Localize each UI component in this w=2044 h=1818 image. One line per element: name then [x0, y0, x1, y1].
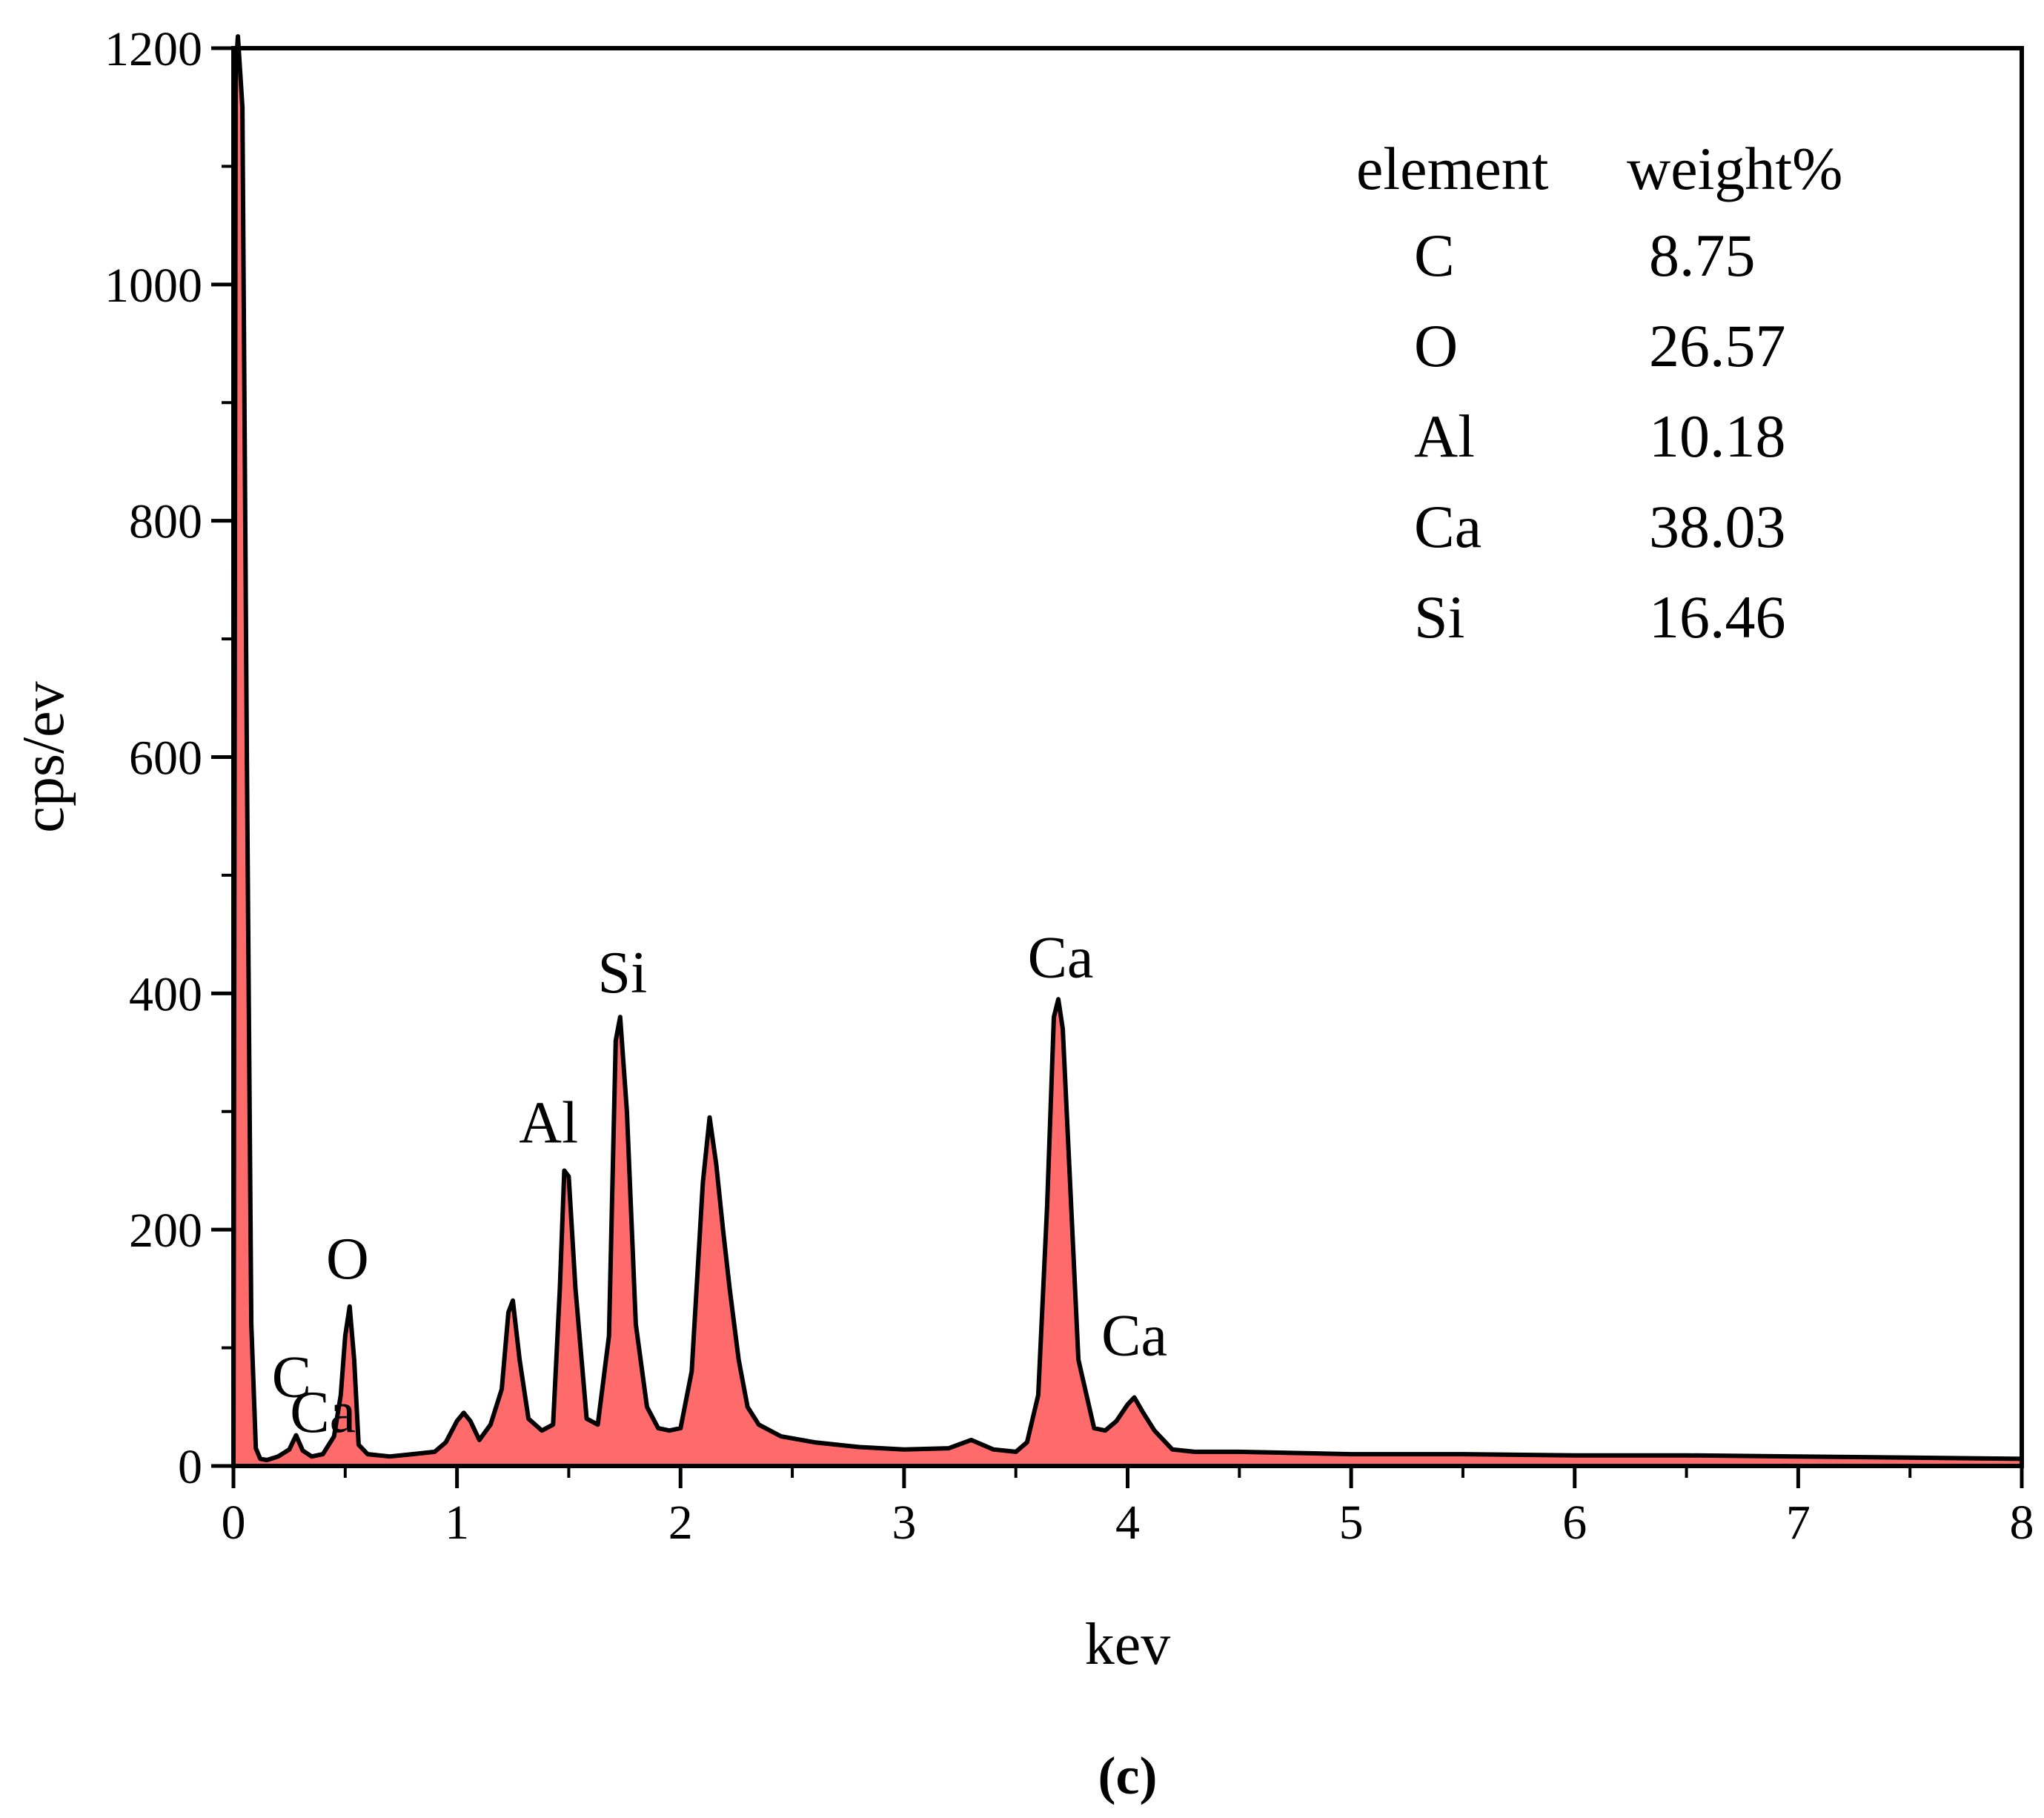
table-weight-cell: 38.03: [1649, 493, 1786, 560]
spectrum-layer: [231, 34, 2023, 1467]
x-tick-label: 2: [668, 1496, 693, 1550]
table-element-cell: C: [1414, 222, 1455, 289]
x-tick-label: 1: [445, 1496, 469, 1550]
peak-label: O: [326, 1227, 369, 1292]
y-tick-label: 0: [178, 1440, 202, 1494]
y-tick-label: 1000: [104, 259, 202, 313]
element-weight-table: element weight% C 8.75 O 26.57 Al 10.18 Ca 38.03 S…: [1356, 135, 1842, 651]
y-tick-label: 200: [129, 1204, 202, 1258]
table-element-cell: Ca: [1414, 493, 1481, 560]
x-tick-label: 0: [222, 1496, 246, 1550]
peak-label: Ca: [290, 1380, 356, 1445]
y-tick-label: 400: [129, 967, 202, 1021]
table-element-cell: Al: [1414, 402, 1475, 470]
y-tick-label: 1200: [104, 22, 202, 76]
table-weight-cell: 10.18: [1649, 402, 1786, 470]
x-tick-label: 5: [1339, 1496, 1364, 1550]
x-axis-title: kev: [1085, 1612, 1171, 1677]
peak-label: C: [272, 1344, 311, 1410]
table-weight-cell: 16.46: [1649, 583, 1786, 651]
figure-caption: (c): [1098, 1746, 1158, 1805]
axis-ticks: [211, 46, 2024, 1488]
x-tick-label: 7: [1786, 1496, 1811, 1550]
spectrum-line: [231, 34, 2023, 1467]
y-tick-label: 600: [129, 731, 202, 786]
table-element-cell: O: [1414, 312, 1458, 379]
table-header-element: element: [1356, 135, 1549, 202]
table-header-weight: weight%: [1627, 135, 1842, 202]
x-tick-label: 6: [1562, 1496, 1587, 1550]
peak-label: Ca: [1028, 925, 1094, 990]
peak-label: Al: [519, 1091, 578, 1156]
peak-label: Si: [597, 940, 647, 1006]
peak-label: Ca: [1101, 1303, 1167, 1368]
x-tick-label: 3: [892, 1496, 916, 1550]
x-tick-label: 8: [2010, 1496, 2034, 1550]
x-tick-label: 4: [1115, 1496, 1140, 1550]
table-weight-cell: 8.75: [1649, 222, 1756, 289]
table-element-cell: Si: [1414, 583, 1464, 651]
table-weight-cell: 26.57: [1649, 312, 1786, 379]
axis-tick-labels: 0 1 2 3 4 5 6 7 8 0 200 400 600 800 1000 1200: [104, 22, 2034, 1550]
y-tick-label: 800: [129, 495, 202, 549]
y-axis-title: cps/ev: [11, 681, 76, 832]
